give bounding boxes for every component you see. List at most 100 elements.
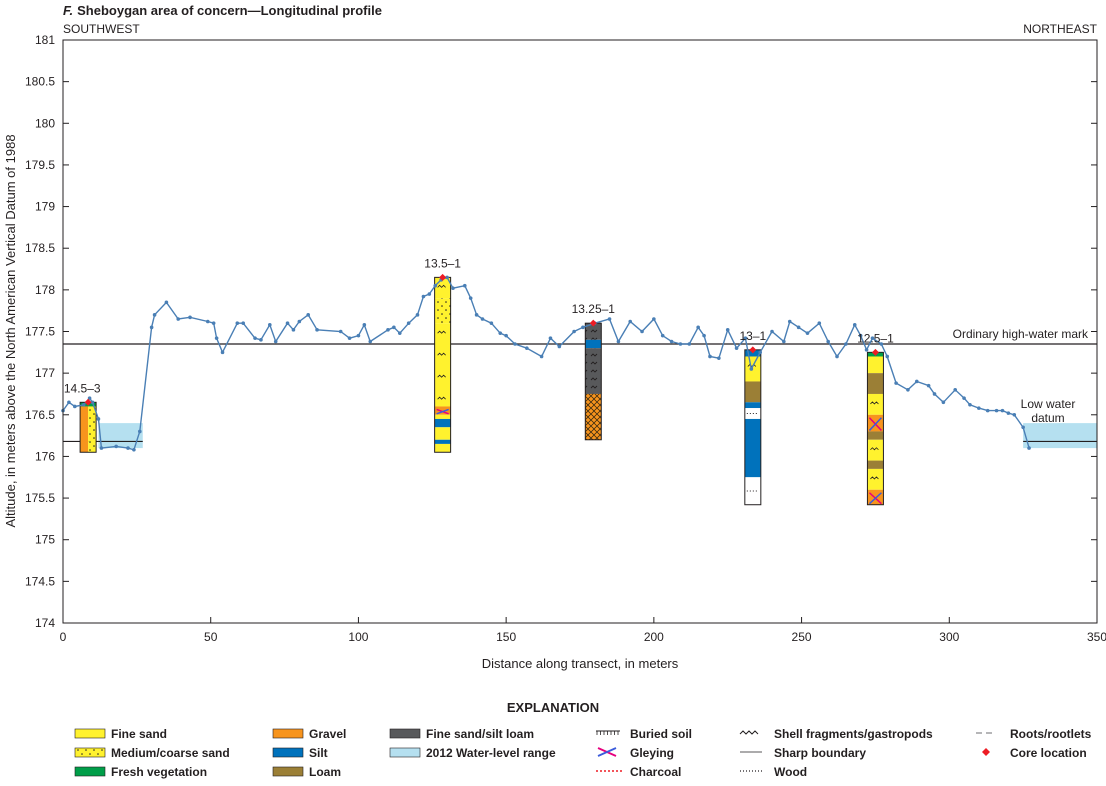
profile-point (926, 383, 931, 388)
profile-point (906, 388, 910, 392)
core-column (434, 276, 452, 453)
profile-point (433, 283, 438, 288)
legend-label: Wood (774, 765, 807, 779)
legend-symbol (74, 747, 106, 758)
legend-label: Silt (309, 746, 328, 760)
legend-label: Fine sand (111, 727, 167, 741)
core-layer (434, 298, 451, 324)
y-tick-label: 175 (35, 533, 55, 547)
core-column (79, 401, 97, 453)
core-location-marker (871, 348, 879, 356)
direction-left: SOUTHWEST (63, 22, 140, 36)
profile-point (669, 339, 674, 344)
profile-line (62, 276, 1030, 451)
core-layer (585, 393, 602, 440)
profile-point (782, 339, 786, 344)
profile-series (61, 275, 1031, 452)
profile-point (994, 408, 999, 413)
core-location-symbol (982, 748, 990, 756)
profile-point (90, 400, 95, 405)
x-axis-label: Distance along transect, in meters (482, 656, 679, 671)
legend-symbol (739, 730, 759, 735)
legend-label: Medium/coarse sand (111, 746, 230, 760)
core-label: 13.5–1 (424, 256, 461, 270)
legend: Fine sand Medium/coarse sand Fresh vegetat… (74, 727, 1092, 779)
y-tick-label: 174.5 (25, 574, 55, 588)
core-layer (744, 402, 761, 409)
reference-lines: Ordinary high-water mark Low water datum (63, 327, 1097, 443)
profile-point (211, 321, 216, 325)
profile-point (607, 317, 612, 321)
legend-symbol (597, 747, 617, 757)
profile-point (652, 317, 656, 321)
y-tick-label: 180.5 (25, 75, 55, 89)
x-tick-label: 300 (939, 630, 959, 644)
title-letter: F. (63, 3, 73, 18)
shell-mark (870, 447, 879, 451)
profile-point (879, 342, 884, 346)
core-column (584, 322, 602, 441)
shell-mark (870, 401, 879, 405)
profile-point (504, 333, 508, 338)
profile-point (235, 321, 240, 325)
profile-point (581, 325, 585, 330)
legend-swatch (74, 728, 106, 739)
y-axis-label: Altitude, in meters above the North Amer… (3, 134, 18, 527)
core-location-marker (84, 398, 92, 406)
core-layer (867, 460, 884, 469)
profile-point (81, 402, 86, 407)
profile-point (914, 379, 919, 384)
water-level-range (1023, 423, 1097, 449)
legend-swatch (272, 766, 304, 777)
profile-point (660, 333, 665, 338)
core-layer (585, 348, 602, 394)
profile-point (259, 338, 263, 342)
profile-point (743, 336, 748, 340)
y-tick-label: 177.5 (25, 325, 55, 339)
core-layer (88, 406, 97, 453)
profile-point (1021, 425, 1025, 430)
y-tick-label: 179.5 (25, 158, 55, 172)
profile-point (392, 325, 396, 330)
legend-swatch (74, 747, 106, 758)
legend-symbol (389, 747, 421, 758)
x-tick-label: 350 (1087, 630, 1106, 644)
x-axis: 0 50 100 150 200 250 300 350 (60, 617, 1106, 644)
profile-point (421, 294, 426, 299)
profile-point (291, 328, 296, 332)
profile-point (462, 283, 467, 288)
low-water-label-line: datum (1031, 411, 1064, 425)
core-layer (867, 439, 884, 461)
profile-point (285, 321, 290, 325)
profile-point (67, 400, 71, 405)
profile-point (678, 342, 683, 346)
core-layer (867, 431, 884, 440)
profile-point (805, 331, 810, 335)
profile-point (362, 323, 367, 327)
core-layer (434, 323, 451, 407)
profile-point (273, 339, 278, 344)
core-layer (434, 443, 451, 453)
legend-title: EXPLANATION (507, 700, 599, 715)
core-layer (434, 414, 451, 419)
profile-point (132, 447, 136, 452)
gleying-mark (868, 417, 882, 431)
profile-point (241, 321, 246, 325)
title-text: Sheboygan area of concern—Longitudinal p… (77, 3, 382, 18)
profile-point (315, 328, 319, 332)
shell-mark (437, 330, 446, 334)
core-location-marker (439, 273, 447, 281)
profile-point (73, 404, 77, 409)
profile-point (835, 354, 839, 359)
profile-point (787, 319, 792, 324)
shell-mark (870, 476, 879, 480)
profile-point (725, 328, 730, 332)
legend-label: Core location (1010, 746, 1087, 760)
y-axis: 174 174.5 175 175.5 176 176.5 177 177.5 178 178.5… (25, 33, 1097, 630)
profile-point (338, 329, 343, 334)
profile-point (114, 444, 118, 449)
profile-point (616, 339, 621, 344)
profile-point (870, 336, 875, 340)
legend-label: Shell fragments/gastropods (774, 727, 933, 741)
legend-swatch (272, 747, 304, 758)
